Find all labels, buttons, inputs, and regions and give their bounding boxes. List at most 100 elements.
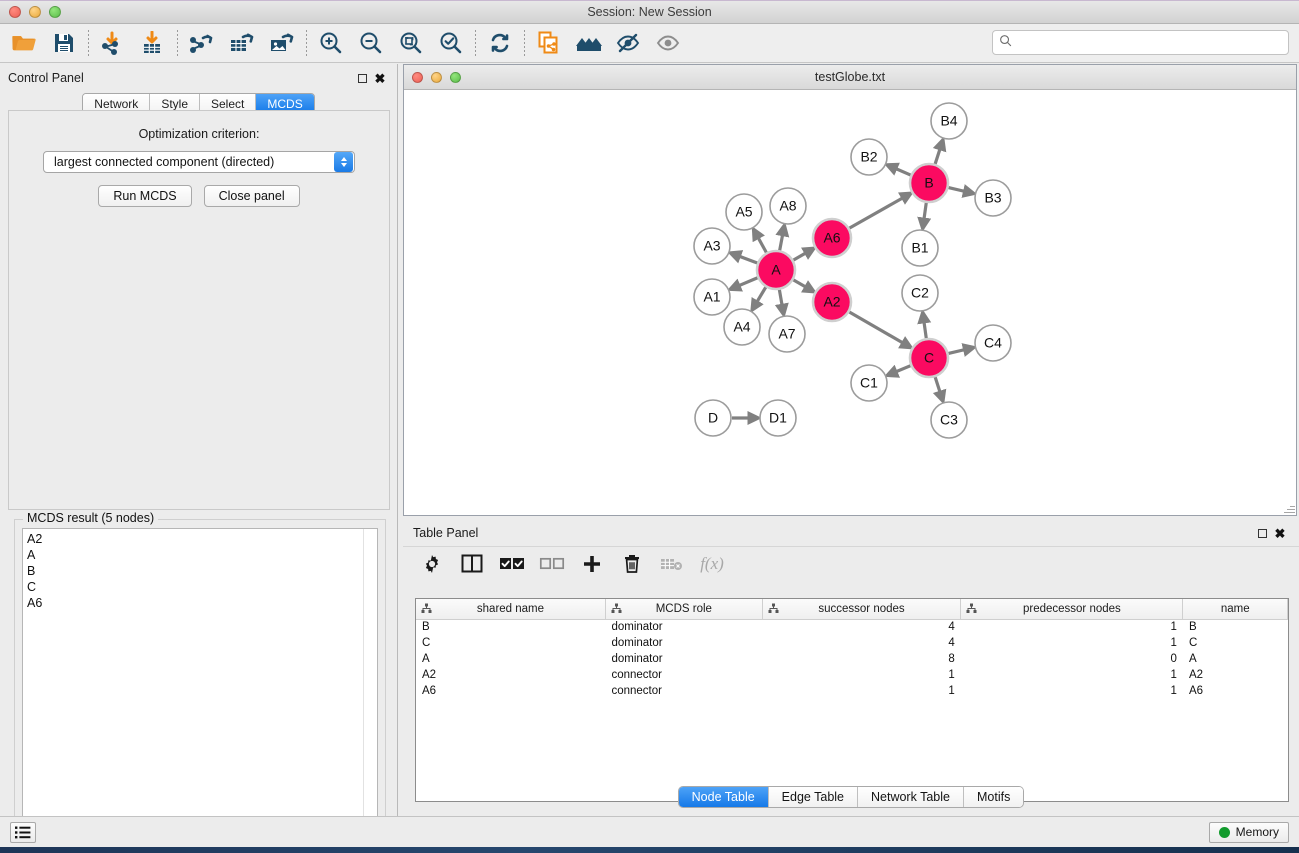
network-graph[interactable]: A A1 A3 A4 A5 A7 A8 A6 A2 B B1 B2 B3 B4 C C1 C2 C3 C4 D D1 xyxy=(404,90,1296,515)
cell-predecessor-nodes[interactable]: 1 xyxy=(1170,637,1177,649)
export-table-icon[interactable] xyxy=(222,25,262,61)
list-item[interactable]: A6 xyxy=(27,596,43,610)
column-header-predecessor-nodes[interactable]: predecessor nodes xyxy=(960,599,1184,620)
save-icon[interactable] xyxy=(44,25,84,61)
graph-edge[interactable] xyxy=(932,376,947,405)
tab-select[interactable]: Select xyxy=(200,94,257,113)
network-canvas[interactable]: A A1 A3 A4 A5 A7 A8 A6 A2 B B1 B2 B3 B4 C C1 C2 C3 C4 D D1 xyxy=(404,90,1296,515)
export-network-icon[interactable] xyxy=(182,25,222,61)
tab-motifs[interactable]: Motifs xyxy=(963,787,1024,807)
cell-shared-name[interactable]: B xyxy=(422,621,430,634)
cell-shared-name[interactable]: C xyxy=(422,637,431,649)
graph-edge[interactable] xyxy=(883,162,912,177)
graph-node-B1[interactable]: B1 xyxy=(901,229,939,267)
minimize-window-button[interactable] xyxy=(29,6,41,18)
chevron-updown-icon[interactable] xyxy=(334,152,353,172)
cell-shared-name[interactable]: A2 xyxy=(422,669,437,681)
columns-icon[interactable] xyxy=(457,550,487,578)
graph-node-C3[interactable]: C3 xyxy=(930,401,968,439)
network-resize-handle[interactable] xyxy=(1283,502,1295,514)
list-item[interactable]: C xyxy=(27,580,37,594)
delete-column-icon[interactable] xyxy=(617,550,647,578)
graph-edge[interactable] xyxy=(726,276,759,292)
graph-node-B4[interactable]: B4 xyxy=(930,102,968,140)
close-window-button[interactable] xyxy=(9,6,21,18)
cell-name[interactable]: C xyxy=(1188,637,1198,649)
result-scrollbar[interactable] xyxy=(363,529,377,853)
cell-predecessor-nodes[interactable]: 1 xyxy=(1170,669,1177,681)
cell-mcds-role[interactable]: dominator xyxy=(611,637,663,649)
cell-mcds-role[interactable]: connector xyxy=(611,685,662,697)
import-network-icon[interactable] xyxy=(93,25,133,61)
layout-icon[interactable] xyxy=(569,25,609,61)
graph-node-C[interactable]: C xyxy=(908,337,950,379)
graph-node-B[interactable]: B xyxy=(908,162,950,204)
column-header-shared-name[interactable]: shared name xyxy=(416,599,606,620)
graph-node-B3[interactable]: B3 xyxy=(974,179,1012,217)
export-image-icon[interactable] xyxy=(262,25,302,61)
graph-node-A3[interactable]: A3 xyxy=(693,227,731,265)
graph-edge[interactable] xyxy=(751,225,768,254)
cell-name[interactable]: B xyxy=(1188,621,1197,634)
deselect-all-icon[interactable] xyxy=(537,550,567,578)
graph-edge[interactable] xyxy=(775,221,790,251)
cell-successor-nodes[interactable]: 1 xyxy=(948,685,955,697)
memory-button[interactable]: Memory xyxy=(1208,821,1289,843)
cell-mcds-role[interactable]: dominator xyxy=(611,621,663,634)
graph-edge[interactable] xyxy=(750,286,768,314)
cell-predecessor-nodes[interactable]: 0 xyxy=(1170,653,1177,665)
search-input[interactable] xyxy=(1017,35,1282,50)
tab-style[interactable]: Style xyxy=(150,94,200,113)
zoom-selected-icon[interactable] xyxy=(431,25,471,61)
cell-shared-name[interactable]: A6 xyxy=(422,685,437,697)
graph-edge[interactable] xyxy=(948,343,978,357)
graph-edge[interactable] xyxy=(774,289,789,319)
graph-edge[interactable] xyxy=(792,246,818,262)
add-column-icon[interactable] xyxy=(577,550,607,578)
graph-node-A6[interactable]: A6 xyxy=(811,217,853,259)
column-header-name[interactable]: name xyxy=(1182,599,1288,620)
list-item[interactable]: A xyxy=(27,548,36,562)
graph-node-A8[interactable]: A8 xyxy=(769,187,807,225)
cell-successor-nodes[interactable]: 8 xyxy=(948,653,955,665)
graph-node-C4[interactable]: C4 xyxy=(974,324,1012,362)
mcds-result-listbox[interactable]: A2 A B C A6 xyxy=(22,528,378,853)
control-panel-close-button[interactable]: ✖ xyxy=(374,70,386,86)
tab-network[interactable]: Network xyxy=(83,94,151,113)
cell-successor-nodes[interactable]: 4 xyxy=(948,637,955,649)
graph-node-D1[interactable]: D1 xyxy=(759,399,797,437)
graph-edge[interactable] xyxy=(917,202,932,233)
close-panel-button[interactable]: Close panel xyxy=(203,185,300,207)
optimization-criterion-select[interactable]: largest connected component (directed) xyxy=(43,151,355,173)
node-table-grid[interactable]: shared name MCDS role succ xyxy=(415,598,1289,802)
run-mcds-button[interactable]: Run MCDS xyxy=(98,185,192,207)
graph-edge[interactable] xyxy=(726,250,758,265)
open-folder-icon[interactable] xyxy=(4,25,44,61)
zoom-in-icon[interactable] xyxy=(311,25,351,61)
zoom-fit-icon[interactable] xyxy=(391,25,431,61)
zoom-out-icon[interactable] xyxy=(351,25,391,61)
graph-node-A4[interactable]: A4 xyxy=(723,308,761,346)
column-header-mcds-role[interactable]: MCDS role xyxy=(605,599,763,620)
network-close-button[interactable] xyxy=(412,71,423,83)
graph-node-A1[interactable]: A1 xyxy=(693,278,731,316)
graph-node-B2[interactable]: B2 xyxy=(850,138,888,176)
tab-edge-table[interactable]: Edge Table xyxy=(768,787,858,807)
show-all-icon[interactable] xyxy=(649,25,689,61)
cell-successor-nodes[interactable]: 1 xyxy=(948,669,955,681)
tab-network-table[interactable]: Network Table xyxy=(858,787,964,807)
column-header-successor-nodes[interactable]: successor nodes xyxy=(762,599,962,620)
graph-edge[interactable] xyxy=(917,308,932,339)
graph-edge[interactable] xyxy=(883,364,912,378)
graph-node-C1[interactable]: C1 xyxy=(850,364,888,402)
network-minimize-button[interactable] xyxy=(431,71,442,83)
zoom-window-button[interactable] xyxy=(49,6,61,18)
table-panel-float-button[interactable] xyxy=(1253,524,1271,542)
refresh-icon[interactable] xyxy=(480,25,520,61)
graph-node-A7[interactable]: A7 xyxy=(768,315,806,353)
graph-node-A2[interactable]: A2 xyxy=(811,281,853,323)
network-zoom-button[interactable] xyxy=(450,71,461,83)
